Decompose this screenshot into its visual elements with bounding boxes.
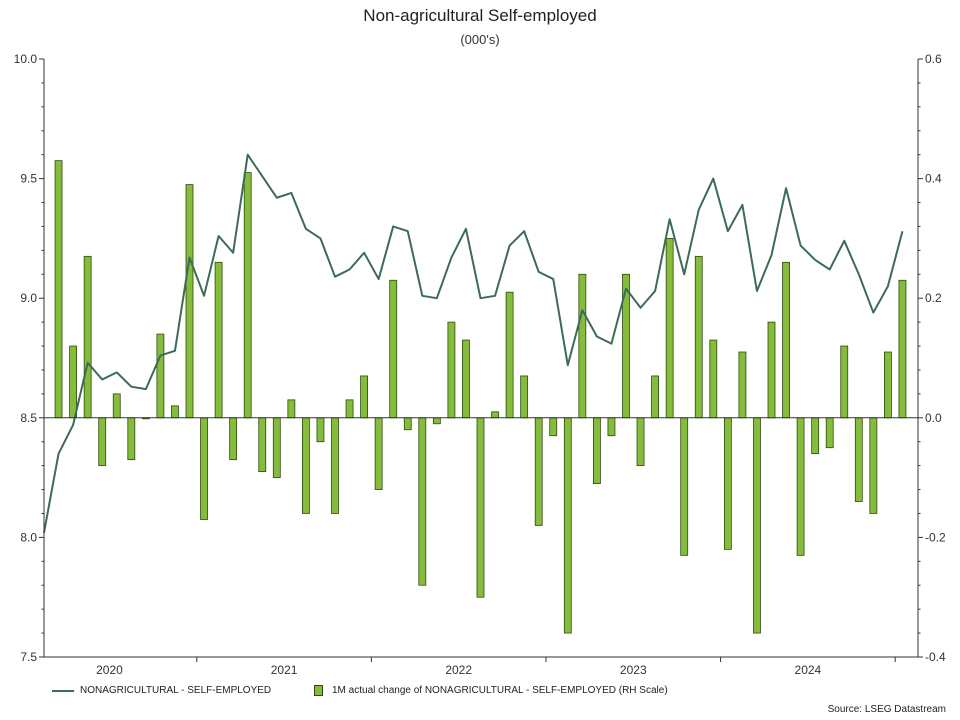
bar-change — [447, 321, 456, 419]
bar-change — [534, 417, 543, 526]
bar-change — [98, 417, 107, 467]
bar-change — [83, 255, 92, 419]
bar-change — [840, 345, 849, 419]
right-tick-label: 0.0 — [925, 411, 942, 425]
bar-change — [738, 351, 747, 419]
bar-change — [593, 417, 601, 484]
chart-subtitle: (000's) — [460, 32, 500, 47]
bar-change — [563, 417, 572, 634]
bar-change — [287, 399, 296, 419]
bar-change — [69, 345, 77, 419]
right-tick-label: -0.2 — [925, 530, 946, 544]
chart-title: Non-agricultural Self-employed — [363, 6, 597, 25]
bar-change — [272, 417, 281, 478]
bar-change — [374, 417, 383, 490]
right-tick-label: 0.2 — [925, 291, 942, 305]
bar-change — [214, 261, 223, 419]
legend-item-line: NONAGRICULTURAL - SELF-EMPLOYED — [52, 685, 271, 696]
legend-item-bar: 1M actual change of NONAGRICULTURAL - SE… — [314, 685, 668, 696]
left-tick-label: 9.0 — [20, 291, 37, 305]
bar-change — [462, 339, 470, 419]
bar-change — [185, 184, 194, 419]
source-note: Source: LSEG Datastream — [827, 704, 946, 715]
bar-change — [549, 417, 558, 437]
bar-change — [112, 393, 121, 419]
bar-change — [782, 261, 790, 419]
right-tick-label: 0.6 — [925, 52, 942, 66]
x-tick-label: 2020 — [96, 663, 123, 677]
bar-change — [694, 255, 703, 419]
bar-change — [156, 333, 165, 419]
bar-change — [360, 375, 369, 419]
x-tick-label: 2022 — [445, 663, 472, 677]
bar-change — [505, 291, 514, 419]
bar-change — [651, 375, 659, 419]
bar-change — [825, 417, 834, 449]
bar-change — [403, 417, 412, 431]
bar-change — [854, 417, 863, 502]
left-tick-label: 9.5 — [20, 172, 37, 186]
bar-change — [869, 417, 878, 514]
bar-change — [811, 417, 820, 455]
right-tick-label: 0.4 — [925, 172, 942, 186]
bar-change — [331, 417, 339, 514]
bar-change — [301, 417, 310, 514]
left-tick-label: 8.0 — [20, 530, 37, 544]
bar-change — [884, 351, 892, 419]
bar-change — [171, 405, 179, 419]
bar-change — [432, 417, 441, 425]
bar-change — [389, 279, 398, 419]
left-tick-label: 10.0 — [14, 52, 38, 66]
legend-line-label: NONAGRICULTURAL - SELF-EMPLOYED — [80, 685, 272, 696]
legend-bar-swatch — [314, 685, 323, 696]
bar-change — [607, 417, 616, 437]
legend-bar-label: 1M actual change of NONAGRICULTURAL - SE… — [332, 685, 668, 696]
x-tick-label: 2024 — [795, 663, 822, 677]
bar-change — [636, 417, 645, 467]
bar-change — [491, 411, 499, 419]
bar-change — [898, 279, 907, 419]
x-tick-label: 2023 — [620, 663, 647, 677]
left-tick-label: 8.5 — [20, 411, 37, 425]
bar-change — [578, 273, 587, 419]
bar-change — [316, 417, 325, 443]
bar-change — [200, 417, 208, 520]
bar-change — [665, 237, 674, 419]
bar-change — [709, 339, 718, 419]
bar-change — [345, 399, 354, 419]
bar-change — [680, 417, 689, 556]
bar-change — [520, 375, 529, 419]
bar-change — [258, 417, 267, 473]
bar-change — [243, 172, 252, 419]
x-tick-label: 2021 — [271, 663, 298, 677]
bar-change — [54, 160, 63, 419]
bars-layer — [54, 160, 907, 634]
bar-change — [796, 417, 805, 556]
bar-change — [418, 417, 427, 586]
legend-line-swatch — [52, 689, 74, 692]
left-tick-label: 7.5 — [20, 650, 37, 664]
bar-change — [767, 321, 776, 419]
axes-layer: 7.5 8.0 8.5 9.0 9.5 10.0 -0.4 -0.2 0.0 0.2 0.4 0.6 2… — [14, 52, 946, 677]
bar-change — [753, 417, 761, 634]
bar-change — [476, 417, 485, 598]
bar-change — [127, 417, 136, 461]
line-layer — [43, 153, 904, 533]
bar-change — [229, 417, 238, 461]
line-self-employed — [43, 153, 904, 533]
right-tick-label: -0.4 — [925, 650, 946, 664]
bar-change — [723, 417, 732, 550]
